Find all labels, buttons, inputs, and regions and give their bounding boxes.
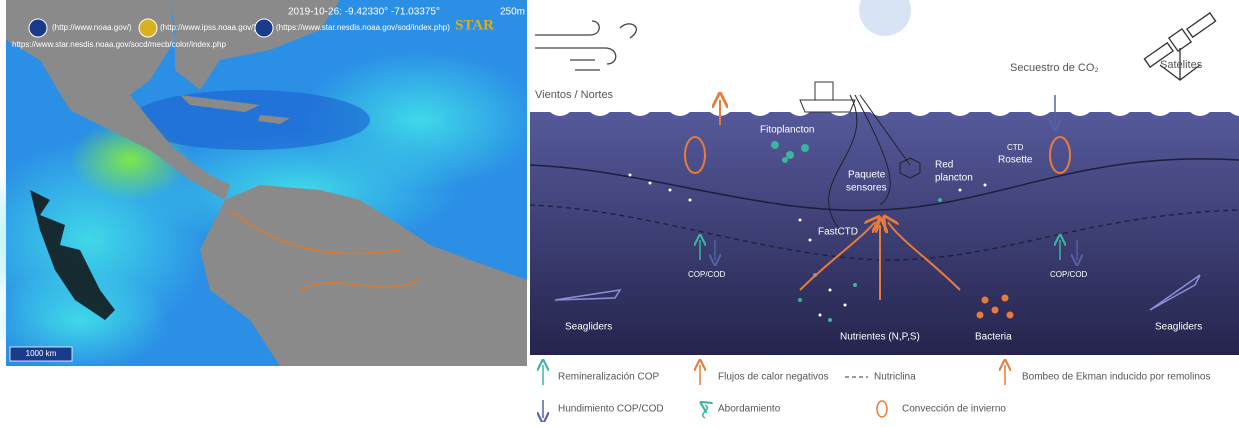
label: FastCTD <box>818 227 858 238</box>
legend-label: Abordamiento <box>718 404 781 415</box>
label: CTD <box>1007 143 1024 152</box>
label: sensores <box>846 183 887 194</box>
url[interactable]: https://www.star.nesdis.noaa.gov/socd/me… <box>12 40 226 49</box>
label: COP/COD <box>1050 270 1088 279</box>
no-data <box>30 190 115 320</box>
label: Vientos / Nortes <box>535 89 614 101</box>
legend-label: Hundimiento COP/COD <box>558 404 664 415</box>
label: Nutrientes (N,P,S) <box>840 332 920 343</box>
legend: Remineralización COP Flujos de calor neg… <box>543 365 1210 418</box>
islands <box>180 95 290 124</box>
link[interactable]: (http://www.ipss.noaa.gov/) <box>160 23 256 32</box>
legend-label: Remineralización COP <box>558 372 659 383</box>
label: Satélites <box>1160 59 1203 71</box>
label: Bacteria <box>975 332 1012 343</box>
label: plancton <box>935 173 973 184</box>
scale-bar: 1000 km <box>26 349 57 358</box>
label: Red <box>935 160 953 171</box>
label: Paquete <box>848 170 886 181</box>
label: Seagliders <box>565 322 612 333</box>
satellite-map: 2019-10-26: -9.42330° -71.03375° 250m (h… <box>0 0 540 370</box>
label: Secuestro de CO₂ <box>1010 62 1099 74</box>
label: COP/COD <box>688 270 726 279</box>
legend-label: Convección de invierno <box>902 404 1006 415</box>
label: Fitoplancton <box>760 125 814 136</box>
land <box>200 185 527 366</box>
legend-label: Nutriclina <box>874 372 916 383</box>
legend-label: Flujos de calor negativos <box>718 372 829 383</box>
ocean-diagram: Vientos / Nortes Satélites Secuestro de … <box>529 0 1239 355</box>
legend-label: Bombeo de Ekman inducido por remolinos <box>1022 372 1210 383</box>
label: Seagliders <box>1155 322 1202 333</box>
land <box>170 0 340 90</box>
star-logo: STAR <box>455 17 494 33</box>
resolution: 250m <box>500 7 525 18</box>
land <box>6 0 230 200</box>
label: Rosette <box>998 155 1033 166</box>
link[interactable]: (http://www.noaa.gov/) <box>52 23 132 32</box>
timestamp: 2019-10-26: -9.42330° -71.03375° <box>288 7 440 18</box>
sun <box>859 0 911 36</box>
link[interactable]: (https://www.star.nesdis.noaa.gov/sod/in… <box>276 23 450 32</box>
